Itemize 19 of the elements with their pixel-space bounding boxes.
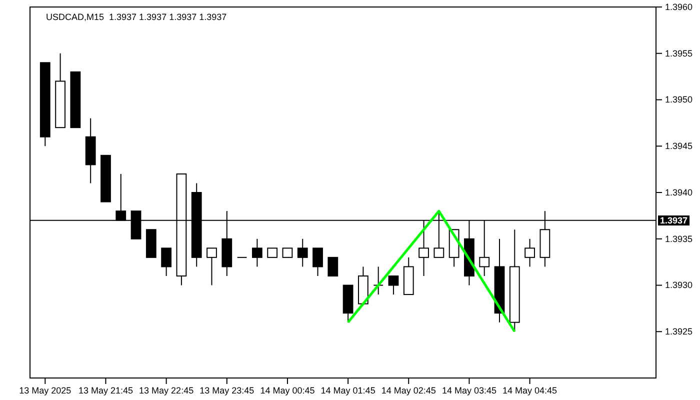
y-tick-label: 1.3930 [665,280,693,290]
x-tick-label: 14 May 03:45 [442,385,496,396]
y-tick-label: 1.3940 [665,187,693,198]
text: USDCAD,M15 1.3937 1.3937 1.3937 1.3937 [46,12,227,22]
x-tick-label: 13 May 2025 [19,385,72,396]
y-tick-label: 1.3960 [665,2,693,12]
x-tick-label: 14 May 00:45 [260,385,315,396]
x-tick-label: 14 May 04:45 [502,385,558,396]
x-tick-label: 13 May 21:45 [78,385,133,396]
ref-line-label: 1.3937 [660,215,688,226]
x-tick-label: 14 May 02:45 [381,385,436,396]
y-tick-label: 1.3955 [665,48,693,58]
y-tick-label: 1.3945 [665,141,693,152]
x-tick-label: 14 May 01:45 [320,385,376,396]
y-tick-label: 1.3925 [665,326,693,337]
x-tick-label: 13 May 22:45 [139,385,194,396]
y-tick-label: 1.3935 [665,234,693,244]
y-tick-label: 1.3950 [665,94,693,105]
x-tick-label: 13 May 23:45 [200,385,254,396]
